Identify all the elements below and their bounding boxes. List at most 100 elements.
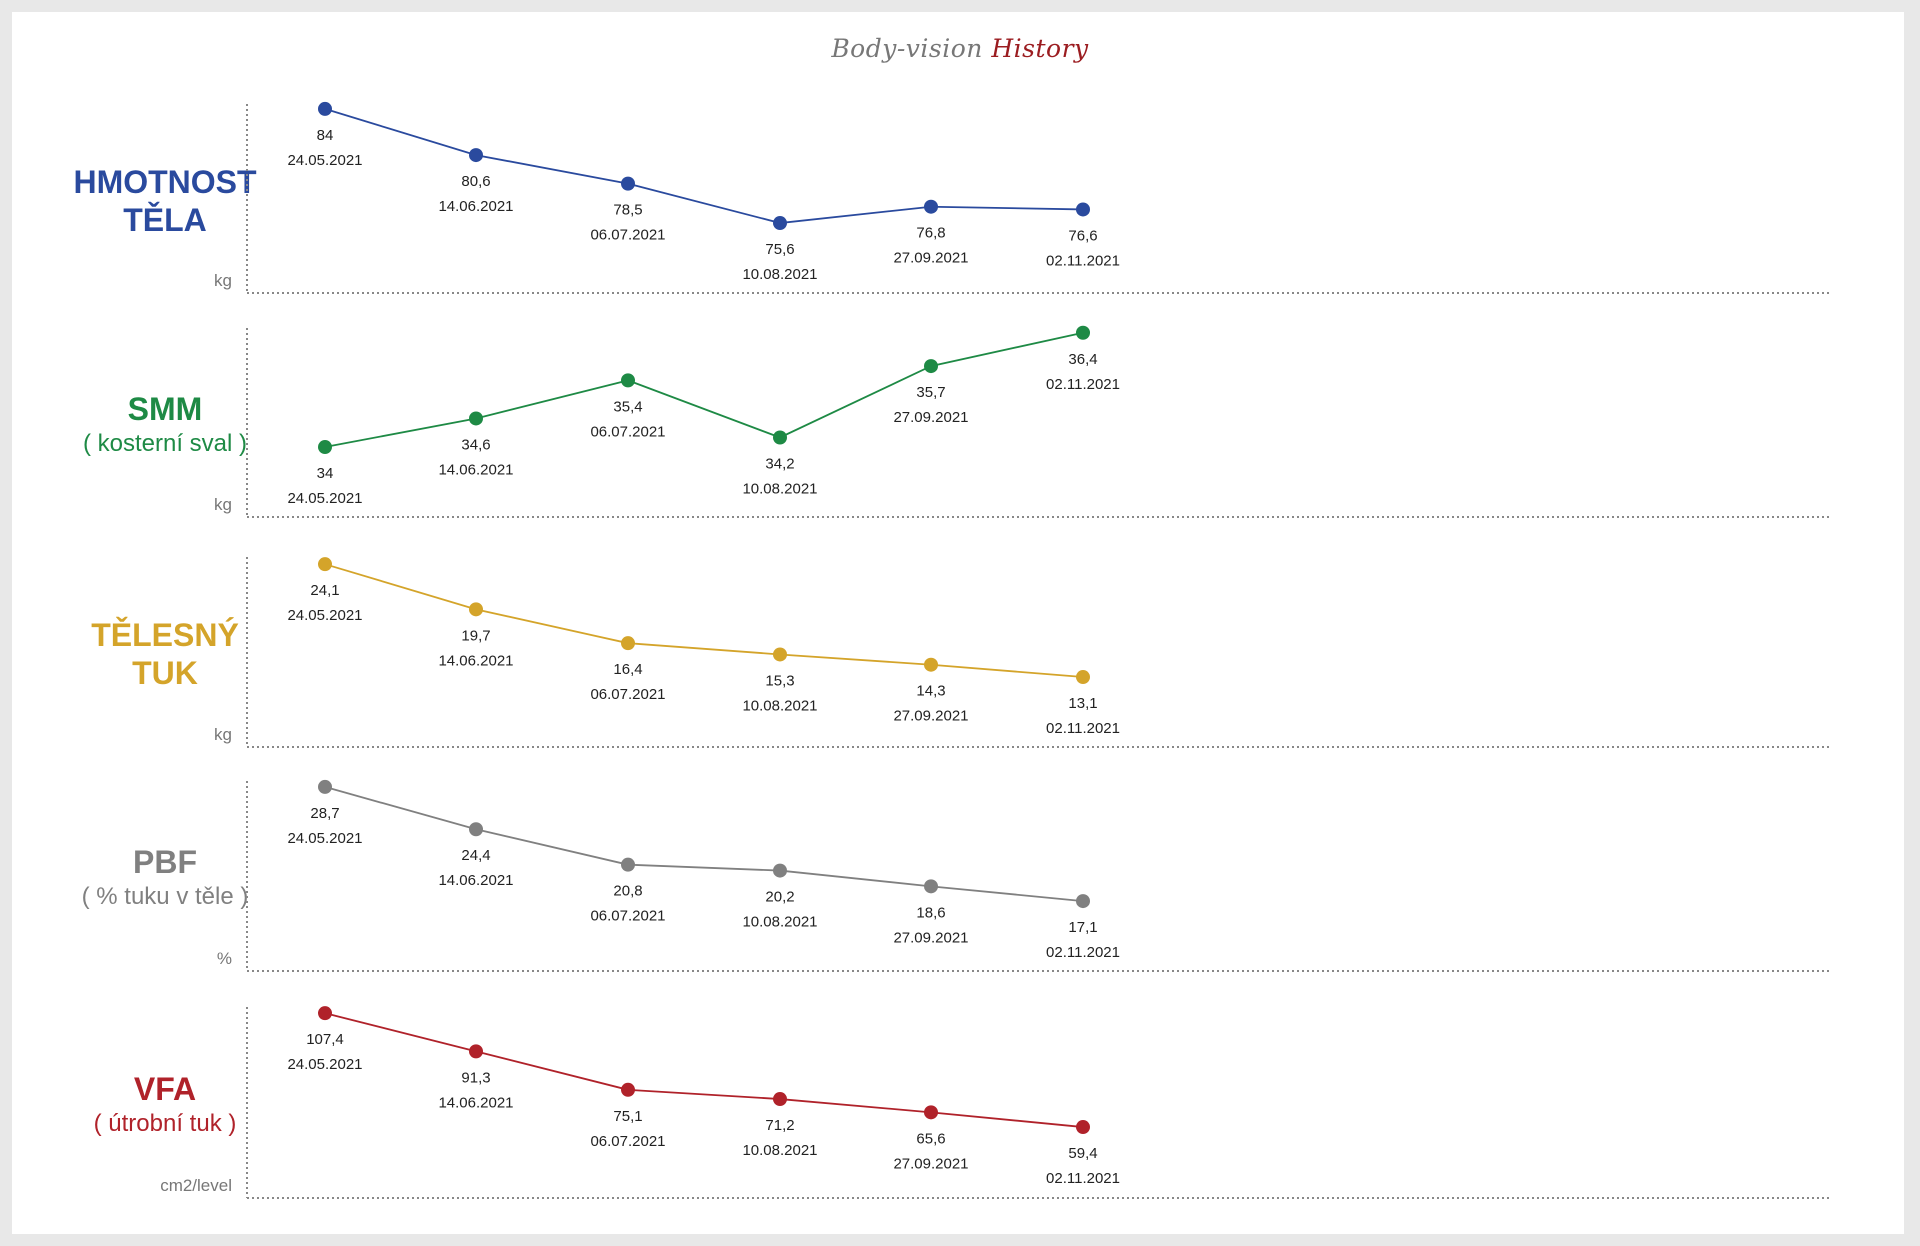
date-label-telesny-tuk: 02.11.2021: [1046, 720, 1120, 737]
data-label-vfa: 107,4: [306, 1031, 344, 1048]
data-point-hmotnost: [773, 216, 787, 231]
series-label-pbf: PBF ( % tuku v těle ): [20, 843, 310, 913]
unit-label-hmotnost: kg: [214, 271, 232, 290]
date-label-hmotnost: 27.09.2021: [893, 250, 968, 267]
data-label-telesny-tuk: 15,3: [765, 672, 794, 689]
data-point-vfa: [469, 1044, 483, 1059]
date-label-vfa: 10.08.2021: [742, 1142, 817, 1159]
data-point-hmotnost: [318, 101, 332, 116]
date-label-pbf: 14.06.2021: [438, 872, 513, 889]
unit-label-pbf: %: [216, 949, 232, 968]
data-label-pbf: 24,4: [461, 847, 490, 864]
data-point-pbf: [924, 879, 938, 894]
data-point-vfa: [773, 1092, 787, 1107]
data-label-hmotnost: 76,8: [916, 225, 945, 242]
date-label-hmotnost: 02.11.2021: [1046, 252, 1120, 269]
date-label-pbf: 10.08.2021: [742, 914, 817, 931]
data-point-hmotnost: [1076, 202, 1090, 217]
chart-frame: [12, 12, 1904, 1234]
data-label-smm: 34,2: [765, 455, 794, 472]
data-point-telesny-tuk: [924, 657, 938, 672]
data-point-smm: [1076, 325, 1090, 340]
date-label-smm: 24.05.2021: [287, 490, 362, 507]
series-subtitle: ( útrobní tuk ): [93, 1109, 237, 1137]
data-point-telesny-tuk: [621, 636, 635, 651]
data-point-telesny-tuk: [1076, 670, 1090, 685]
data-point-smm: [318, 440, 332, 455]
date-label-telesny-tuk: 27.09.2021: [893, 708, 968, 725]
series-line-smm: [324, 331, 1084, 448]
data-point-pbf: [621, 857, 635, 872]
date-label-vfa: 27.09.2021: [893, 1155, 968, 1172]
series-subtitle: ( % tuku v těle ): [81, 883, 249, 910]
series-label-hmotnost: HMOTNOST TĚLA: [20, 163, 310, 239]
series-label-smm: SMM( kosterní sval ): [20, 390, 310, 460]
series-title: HMOTNOST: [73, 163, 257, 200]
data-label-vfa: 75,1: [613, 1108, 642, 1125]
data-label-pbf: 20,2: [765, 889, 794, 906]
data-point-hmotnost: [469, 148, 483, 163]
data-label-pbf: 20,8: [613, 883, 642, 900]
date-label-smm: 10.08.2021: [742, 480, 817, 497]
date-label-smm: 27.09.2021: [893, 409, 968, 426]
date-label-hmotnost: 06.07.2021: [590, 227, 665, 244]
data-point-telesny-tuk: [318, 557, 332, 572]
data-point-telesny-tuk: [773, 647, 787, 662]
series-subtitle: ( kosterní sval ): [82, 429, 248, 457]
date-label-smm: 14.06.2021: [438, 461, 513, 478]
date-label-pbf: 02.11.2021: [1046, 944, 1120, 961]
data-point-smm: [469, 411, 483, 426]
date-label-telesny-tuk: 24.05.2021: [287, 607, 362, 624]
data-point-smm: [621, 373, 635, 388]
chart-title: Body-vision History: [0, 34, 1920, 63]
date-label-smm: 06.07.2021: [590, 423, 665, 440]
date-label-vfa: 14.06.2021: [438, 1094, 513, 1111]
series-title: PBF: [133, 844, 197, 880]
data-label-vfa: 91,3: [461, 1069, 490, 1086]
data-point-smm: [773, 430, 787, 445]
series-title: TĚLESNÝ: [91, 617, 239, 653]
date-label-hmotnost: 14.06.2021: [438, 198, 513, 215]
data-label-smm: 34: [317, 465, 334, 482]
date-label-pbf: 24.05.2021: [287, 830, 362, 847]
series-title: TUK: [132, 655, 198, 691]
data-label-smm: 34,6: [461, 436, 490, 453]
data-label-hmotnost: 84: [317, 127, 334, 144]
series-line-telesny-tuk: [324, 563, 1084, 678]
date-label-pbf: 27.09.2021: [893, 929, 968, 946]
series-label-vfa: VFA( útrobní tuk ): [20, 1070, 310, 1140]
data-label-pbf: 28,7: [310, 805, 339, 822]
data-point-vfa: [318, 1006, 332, 1021]
data-point-vfa: [924, 1105, 938, 1120]
data-point-smm: [924, 359, 938, 374]
data-label-smm: 36,4: [1068, 351, 1097, 368]
date-label-telesny-tuk: 06.07.2021: [590, 686, 665, 703]
data-label-telesny-tuk: 13,1: [1068, 695, 1097, 712]
data-label-hmotnost: 78,5: [613, 202, 642, 219]
data-label-hmotnost: 80,6: [461, 173, 490, 190]
data-point-vfa: [621, 1082, 635, 1097]
series-title: SMM: [127, 390, 203, 427]
data-label-vfa: 65,6: [916, 1130, 945, 1147]
date-label-vfa: 02.11.2021: [1046, 1170, 1120, 1187]
date-label-pbf: 06.07.2021: [590, 908, 665, 925]
data-label-smm: 35,4: [613, 398, 642, 415]
series-line-vfa: [324, 1012, 1084, 1128]
data-point-pbf: [773, 863, 787, 878]
data-label-vfa: 59,4: [1068, 1145, 1097, 1162]
data-point-pbf: [318, 779, 332, 794]
unit-label-vfa: cm2/level: [160, 1176, 232, 1195]
date-label-hmotnost: 10.08.2021: [742, 266, 817, 283]
unit-label-telesny-tuk: kg: [214, 725, 232, 744]
data-label-telesny-tuk: 19,7: [461, 627, 490, 644]
data-label-hmotnost: 76,6: [1068, 227, 1097, 244]
data-label-smm: 35,7: [916, 384, 945, 401]
series-line-pbf: [324, 786, 1084, 902]
data-point-telesny-tuk: [469, 602, 483, 617]
data-label-telesny-tuk: 14,3: [916, 683, 945, 700]
data-point-hmotnost: [924, 199, 938, 214]
data-point-vfa: [1076, 1120, 1090, 1135]
unit-label-smm: kg: [214, 495, 232, 514]
series-title: VFA: [133, 1070, 197, 1107]
